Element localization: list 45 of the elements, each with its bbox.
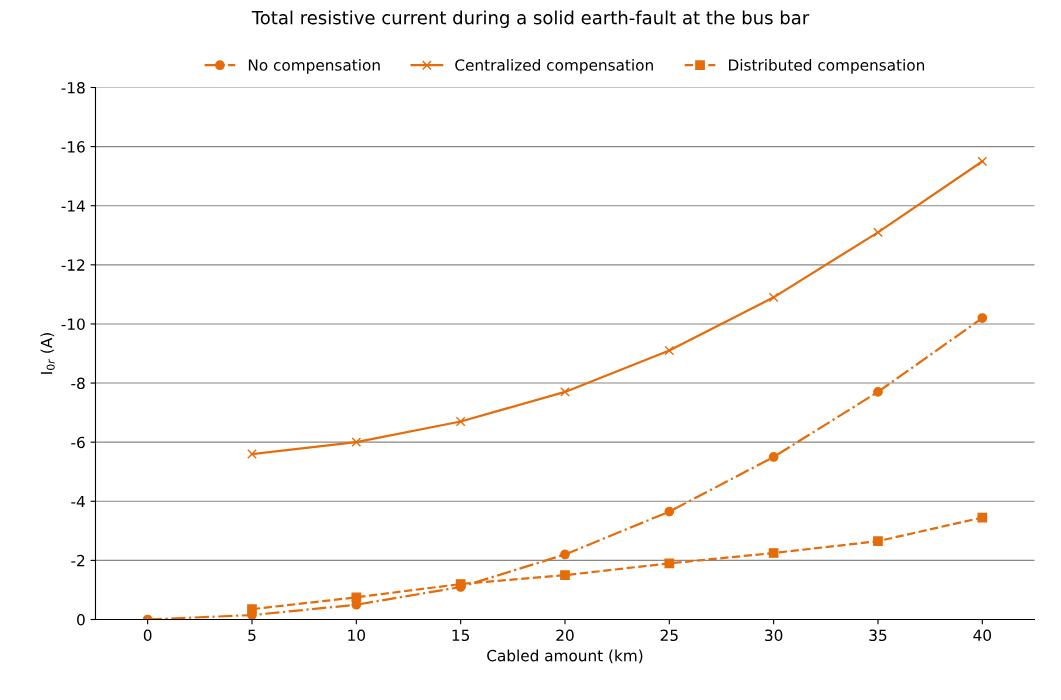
- y-axis-title: I$_{0r}$ (A): [40, 333, 55, 374]
- y-tick-label: -14: [61, 200, 85, 212]
- point: [977, 512, 988, 523]
- point: [560, 387, 570, 397]
- y-tick-label: -10: [61, 318, 85, 330]
- y-tick-label: -12: [61, 259, 85, 271]
- legend-label: Distributed compensation: [729, 58, 925, 74]
- point: [768, 548, 779, 558]
- point: [977, 313, 988, 323]
- point: [768, 452, 779, 462]
- x-tick-label: 25: [660, 629, 678, 642]
- point: [455, 416, 466, 427]
- point: [351, 592, 362, 603]
- point: [873, 536, 883, 547]
- y-tick-label: -4: [71, 495, 85, 508]
- legend-label: Centralized compensation: [455, 58, 653, 74]
- x-tick-label: 30: [765, 629, 783, 642]
- y-tick-label: -8: [71, 377, 85, 390]
- x-tick-label: 35: [869, 629, 887, 642]
- chart-title: Total resistive current during a solid earth-fault at the bus bar: [251, 10, 810, 28]
- y-tick-label: -16: [61, 141, 85, 153]
- y-tick-label: 0: [77, 613, 85, 626]
- y-tick-label: -2: [71, 554, 85, 567]
- y-tick-label: -6: [71, 436, 85, 449]
- x-axis-title: Cabled amount (km): [487, 649, 643, 664]
- point: [664, 558, 675, 569]
- point: [664, 506, 675, 517]
- x-tick-label: 5: [248, 629, 256, 642]
- point: [873, 387, 883, 397]
- x-tick-label: 10: [348, 629, 366, 642]
- point: [664, 345, 675, 356]
- point: [247, 604, 257, 615]
- point: [873, 227, 883, 238]
- x-tick-label: 15: [452, 629, 470, 642]
- point: [977, 156, 988, 167]
- point: [560, 549, 570, 560]
- x-tick-label: 40: [973, 629, 992, 642]
- x-tick-label: 0: [143, 629, 152, 642]
- point: [351, 437, 362, 448]
- x-tick-label: 20: [556, 629, 574, 642]
- point: [560, 570, 570, 581]
- point: [768, 292, 779, 303]
- point: [247, 449, 257, 459]
- y-tick-label: -18: [61, 81, 85, 94]
- legend-label: No compensation: [248, 58, 380, 74]
